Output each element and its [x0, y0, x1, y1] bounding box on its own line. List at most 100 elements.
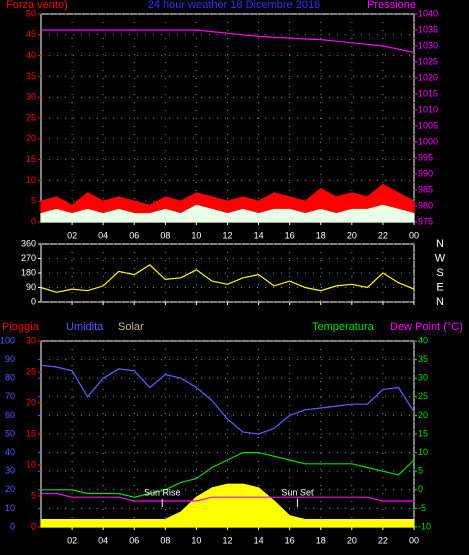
tick-label: 30	[5, 466, 15, 476]
x-tick-label: 22	[378, 230, 388, 240]
x-tick-label: 16	[285, 535, 295, 545]
tick-label: 0	[31, 521, 36, 531]
x-tick-label: 22	[378, 535, 388, 545]
x-tick-label: 08	[160, 230, 170, 240]
tick-label: 360	[21, 238, 36, 248]
tick-label: 30	[26, 92, 36, 102]
tick-label: 45	[26, 29, 36, 39]
x-tick-label: 10	[191, 535, 201, 545]
x-tick-label: 14	[254, 535, 264, 545]
tick-label: -10	[418, 521, 431, 531]
tick-label: 40	[418, 335, 428, 345]
tick-label: 40	[5, 447, 15, 457]
tick-label: 90	[5, 354, 15, 364]
tick-label: 975	[418, 216, 433, 226]
tick-label: 25	[26, 366, 36, 376]
dewpoint-label: Dew Point (°C)	[390, 321, 463, 333]
tick-label: 100	[0, 335, 15, 345]
rain-label: Pioggia	[2, 321, 40, 333]
compass-label: N	[436, 296, 444, 308]
tick-label: 985	[418, 184, 433, 194]
tick-label: 20	[5, 484, 15, 494]
tick-label: 15	[26, 428, 36, 438]
tick-label: 5	[418, 466, 423, 476]
tick-label: 1020	[418, 72, 438, 82]
tick-label: 1025	[418, 56, 438, 66]
series-line	[40, 364, 415, 435]
tick-label: 1035	[418, 24, 438, 34]
x-tick-label: 20	[347, 230, 357, 240]
x-tick-label: 18	[316, 535, 326, 545]
compass-label: N	[436, 238, 444, 250]
x-tick-label: 06	[129, 230, 139, 240]
series-line	[41, 29, 415, 53]
tick-label: 35	[26, 71, 36, 81]
tick-label: 80	[5, 373, 15, 383]
tick-label: 10	[26, 175, 36, 185]
tick-label: 40	[26, 50, 36, 60]
temperature-label: Temperatura	[312, 321, 375, 333]
annotation: Sun Set	[281, 487, 314, 497]
compass-label: W	[435, 252, 446, 264]
tick-label: 0	[418, 484, 423, 494]
compass-label: S	[436, 267, 443, 279]
x-tick-label: 02	[67, 535, 77, 545]
x-tick-label: 14	[254, 230, 264, 240]
tick-label: 0	[10, 521, 15, 531]
x-tick-label: 00	[409, 230, 419, 240]
tick-label: 990	[418, 168, 433, 178]
x-tick-label: 12	[222, 230, 232, 240]
tick-label: 20	[26, 133, 36, 143]
x-tick-label: 04	[98, 230, 108, 240]
tick-label: 0	[31, 296, 36, 306]
solar-label: Solar	[118, 321, 144, 333]
x-tick-label: 16	[285, 230, 295, 240]
tick-label: 50	[5, 428, 15, 438]
tick-label: 15	[418, 428, 428, 438]
tick-label: 1030	[418, 40, 438, 50]
tick-label: -5	[418, 503, 426, 513]
tick-label: 15	[26, 154, 36, 164]
tick-label: 10	[5, 503, 15, 513]
tick-label: 980	[418, 200, 433, 210]
tick-label: 50	[26, 8, 36, 18]
x-tick-label: 18	[316, 230, 326, 240]
tick-label: 1040	[418, 8, 438, 18]
series-line	[40, 204, 415, 223]
compass-label: E	[436, 281, 443, 293]
tick-label: 20	[26, 397, 36, 407]
series-line	[41, 452, 415, 498]
x-tick-label: 12	[222, 535, 232, 545]
x-tick-label: 06	[129, 535, 139, 545]
tick-label: 35	[418, 354, 428, 364]
tick-label: 25	[418, 391, 428, 401]
tick-label: 5	[31, 490, 36, 500]
tick-label: 5	[31, 196, 36, 206]
tick-label: 90	[26, 282, 36, 292]
series-line	[41, 492, 414, 502]
tick-label: 30	[418, 373, 428, 383]
humidity-label: Umidita	[66, 321, 104, 333]
tick-label: 20	[418, 410, 428, 420]
annotation: Sun Rise	[144, 487, 181, 497]
tick-label: 1000	[418, 136, 438, 146]
series-line	[40, 264, 415, 293]
tick-label: 1005	[418, 120, 438, 130]
tick-label: 995	[418, 152, 433, 162]
tick-label: 1010	[418, 104, 438, 114]
x-tick-label: 08	[160, 535, 170, 545]
tick-label: 180	[21, 267, 36, 277]
tick-label: 1015	[418, 88, 438, 98]
tick-label: 60	[5, 410, 15, 420]
x-tick-label: 10	[191, 230, 201, 240]
chart-title: 24 hour weather 18 Dicembre 2016	[148, 0, 320, 11]
tick-label: 10	[418, 447, 428, 457]
x-tick-label: 02	[67, 230, 77, 240]
x-tick-label: 04	[98, 535, 108, 545]
wind-label: Forza vento)	[6, 0, 68, 11]
tick-label: 70	[5, 391, 15, 401]
tick-label: 10	[26, 459, 36, 469]
pressure-label: Pressione	[367, 0, 416, 11]
